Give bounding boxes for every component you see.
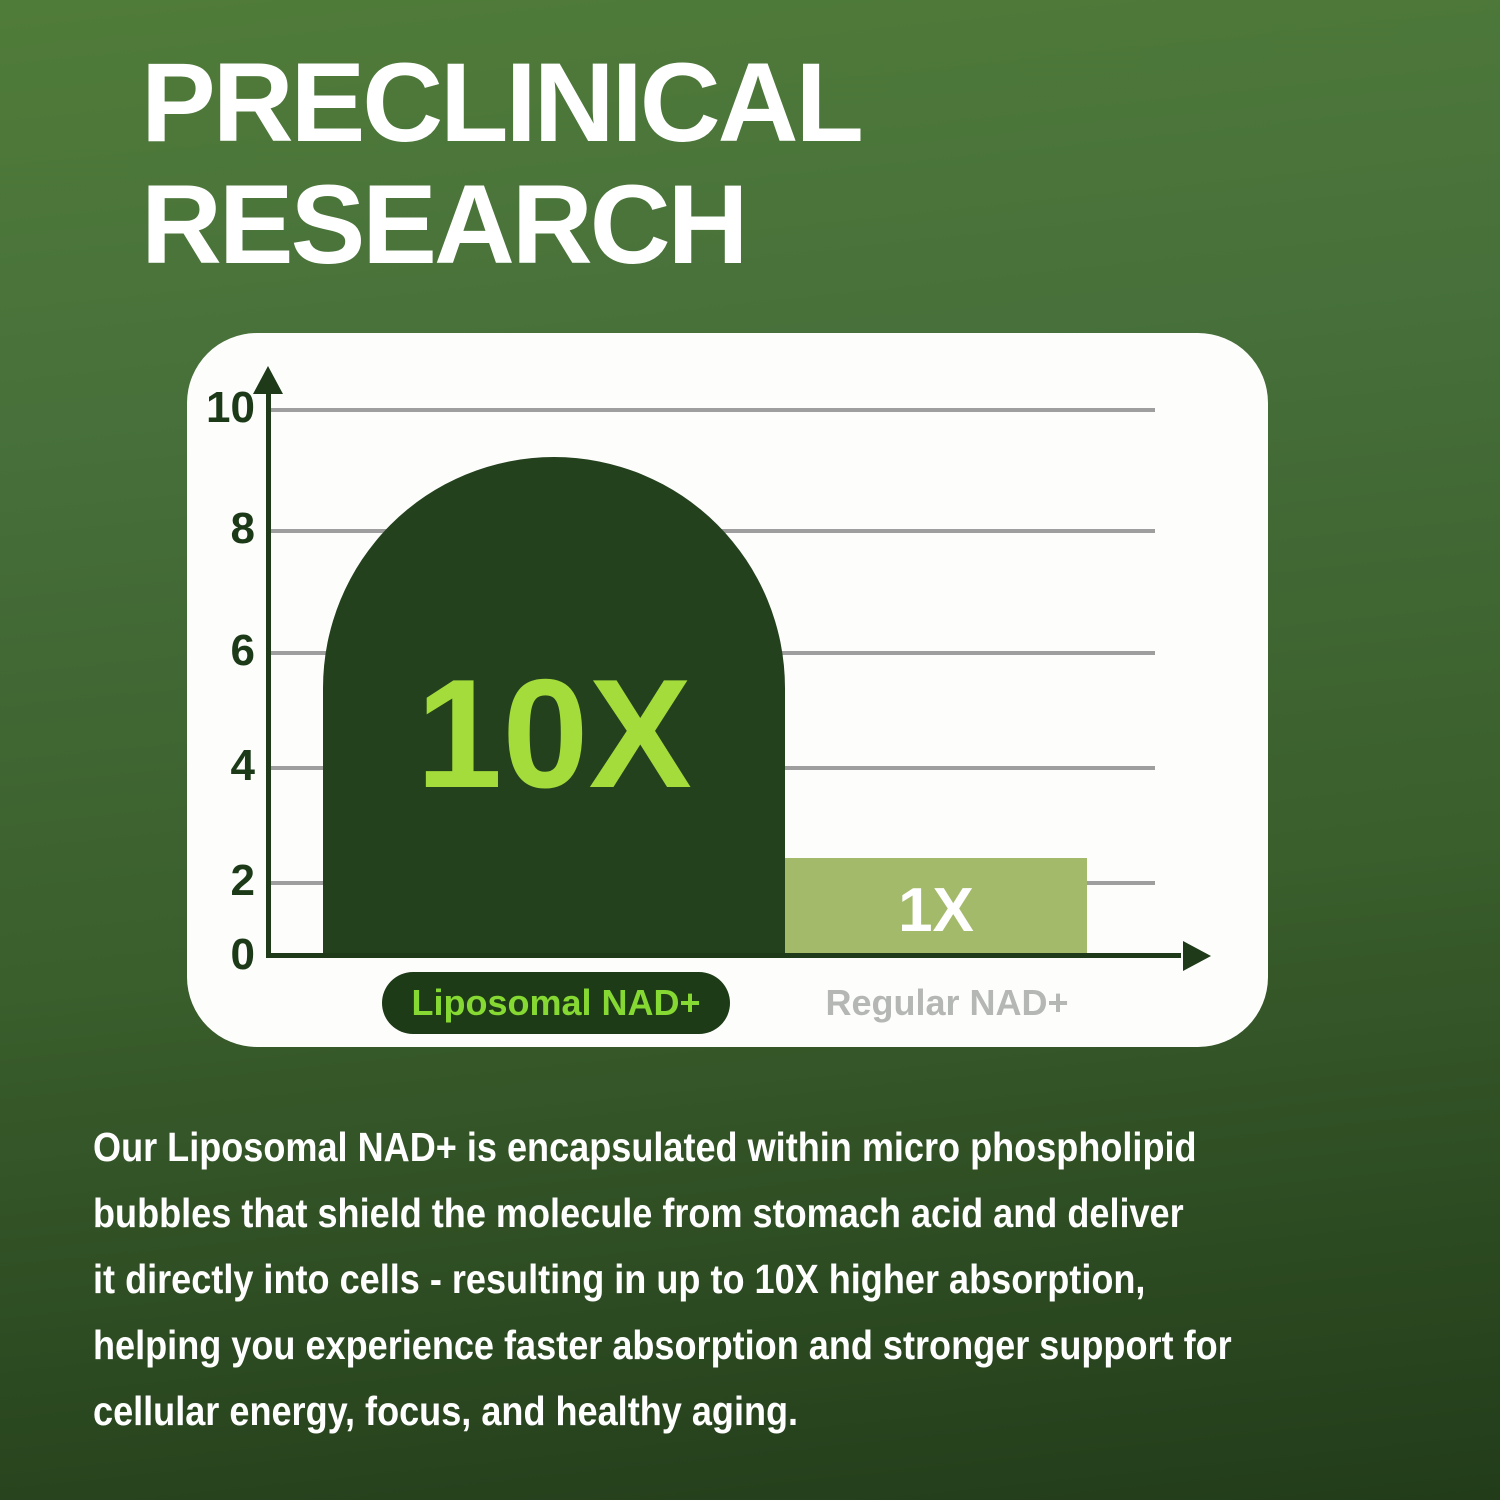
chart-card: 10 8 6 4 2 0 10X 1X Liposomal NAD+ Regul… [187, 333, 1268, 1047]
y-tick-label-10: 10 [206, 383, 255, 432]
page-title-line-2: RESEARCH [141, 162, 749, 287]
x-axis-arrow-icon [1183, 941, 1211, 971]
bar-liposomal-nad [323, 457, 785, 957]
paragraph-line-5: cellular energy, focus, and healthy agin… [93, 1388, 799, 1434]
y-tick-label-6: 6 [230, 626, 255, 675]
paragraph-line-4: helping you experience faster absorption… [93, 1322, 1232, 1368]
category-label-liposomal-nad: Liposomal NAD+ [382, 972, 730, 1034]
y-tick-label-8: 8 [230, 504, 255, 553]
paragraph-line-1: Our Liposomal NAD+ is encapsulated withi… [93, 1124, 1197, 1170]
page-title-line-1: PRECLINICAL [141, 40, 864, 165]
gridline-10 [271, 408, 1155, 412]
bar-regular-nad: 1X [785, 858, 1087, 953]
bar-value-label-10x: 10X [416, 647, 692, 820]
page-title: PRECLINICAL RESEARCH [141, 40, 864, 287]
category-label-regular-nad: Regular NAD+ [825, 982, 1069, 1023]
y-tick-label-0: 0 [230, 930, 255, 979]
y-tick-label-4: 4 [230, 741, 255, 790]
description-paragraph: Our Liposomal NAD+ is encapsulated withi… [93, 1114, 1473, 1444]
y-axis-arrow-icon [253, 366, 283, 394]
y-tick-label-2: 2 [230, 856, 255, 905]
paragraph-line-2: bubbles that shield the molecule from st… [93, 1190, 1184, 1236]
paragraph-line-3: it directly into cells - resulting in up… [93, 1256, 1146, 1302]
y-axis-line [266, 385, 271, 957]
bar-value-label-1x: 1X [898, 876, 974, 945]
x-axis-line [266, 953, 1181, 958]
